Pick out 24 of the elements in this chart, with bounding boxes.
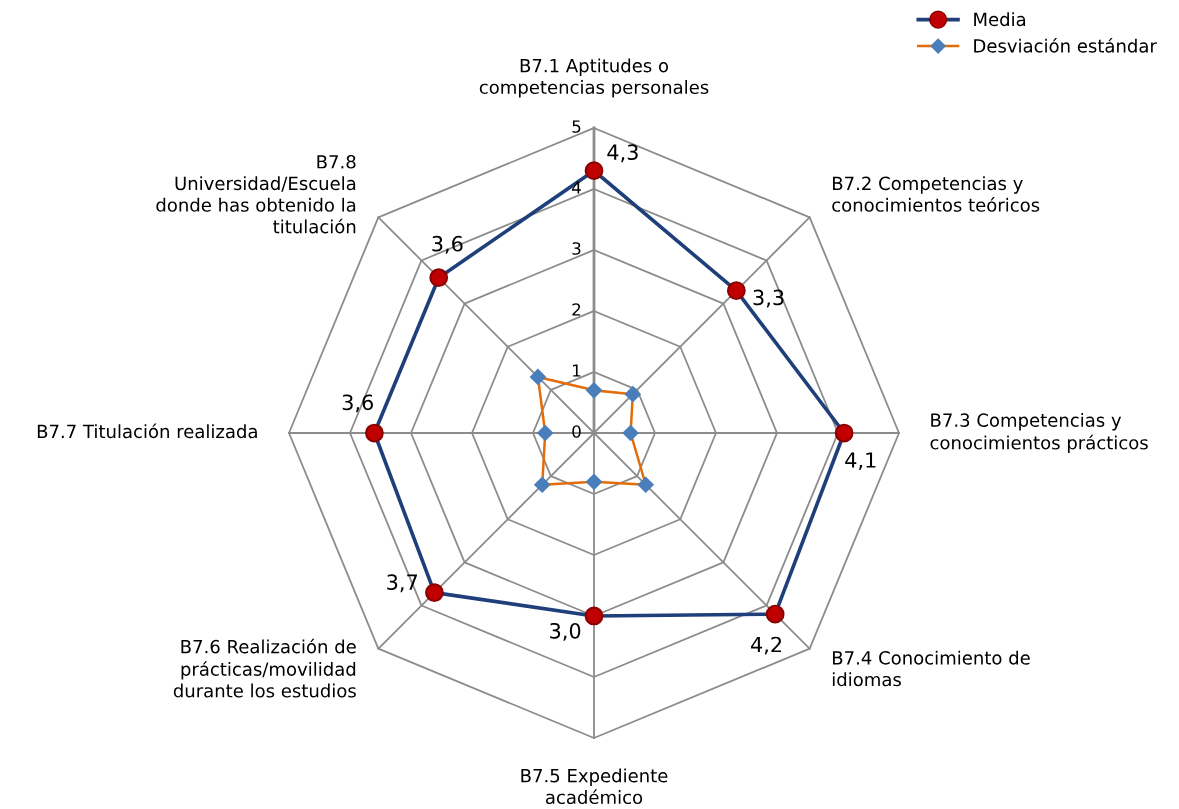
data-label: 4,1 <box>845 452 876 471</box>
data-label: 4,2 <box>750 636 782 655</box>
spoke-label: B7.1 Aptitudes o competencias personales <box>479 58 709 98</box>
data-label: 4,3 <box>607 144 638 163</box>
y-tick-label: 5 <box>572 120 581 133</box>
y-tick-label: 4 <box>572 181 581 194</box>
data-label: 3,7 <box>387 574 417 593</box>
data-label: 3,0 <box>550 622 581 641</box>
spoke-label: B7.3 Competencias y conocimientos prácticos <box>930 413 1148 453</box>
spoke-label: B7.6 Realización de prácticas/movilidad durante los estudios <box>173 638 356 698</box>
legend-label: Media <box>974 12 1026 27</box>
legend-label: Desviación estándar <box>974 37 1157 53</box>
y-tick-label: 0 <box>572 425 581 438</box>
data-label: 3,6 <box>432 235 463 254</box>
data-label: 3,3 <box>753 289 784 308</box>
spoke-label: B7.5 Expediente académico <box>521 768 668 805</box>
spoke-label: B7.4 Conocimiento de idiomas <box>832 650 1030 687</box>
y-tick-label: 1 <box>573 364 581 377</box>
y-tick-label: 3 <box>572 242 581 255</box>
data-label: 3,6 <box>342 394 373 413</box>
y-tick-label: 2 <box>572 303 581 316</box>
spoke-label: B7.2 Competencias y conocimientos teóricos <box>832 176 1040 212</box>
spoke-label: B7.8 Universidad/Escuela donde has obtenido la titulación <box>156 154 356 234</box>
spoke-label: B7.7 Titulación realizada <box>37 423 257 439</box>
